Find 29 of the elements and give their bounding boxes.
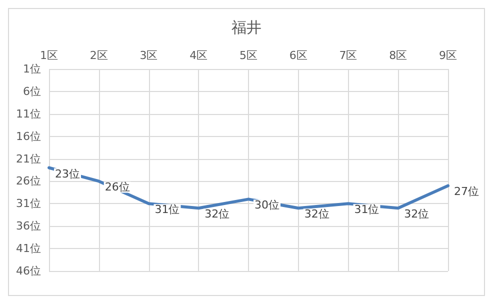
- data-label: 23位: [55, 167, 80, 180]
- x-tick-label: 6区: [289, 49, 308, 62]
- y-tick-label: 46位: [16, 264, 41, 278]
- x-tick-label: 5区: [240, 49, 258, 62]
- y-tick-label: 21位: [16, 152, 41, 166]
- x-tick-label: 2区: [90, 49, 108, 62]
- data-label: 32位: [304, 208, 330, 221]
- data-label: 27位: [454, 185, 479, 198]
- y-tick-label: 6位: [23, 84, 41, 98]
- x-tick-label: 8区: [389, 49, 408, 62]
- x-tick-label: 3区: [140, 49, 158, 62]
- data-label: 26位: [104, 180, 130, 194]
- y-tick-label: 41位: [16, 242, 41, 256]
- data-label: 32位: [204, 208, 230, 221]
- y-tick-label: 31位: [16, 197, 41, 210]
- data-label: 31位: [354, 203, 380, 216]
- data-label: 30位: [254, 198, 280, 212]
- x-tick-label: 7区: [339, 49, 358, 62]
- x-tick-label: 4区: [190, 49, 208, 62]
- y-tick-label: 11位: [16, 107, 41, 120]
- data-label: 31位: [154, 203, 180, 216]
- x-tick-label: 9区: [439, 49, 457, 62]
- y-tick-label: 26位: [16, 174, 41, 188]
- chart-title: 福井: [232, 18, 262, 36]
- y-tick-label: 1位: [23, 62, 41, 76]
- data-label: 32位: [404, 208, 430, 221]
- y-tick-label: 36位: [16, 220, 41, 233]
- y-tick-label: 16位: [16, 130, 41, 143]
- x-tick-label: 1区: [40, 49, 58, 62]
